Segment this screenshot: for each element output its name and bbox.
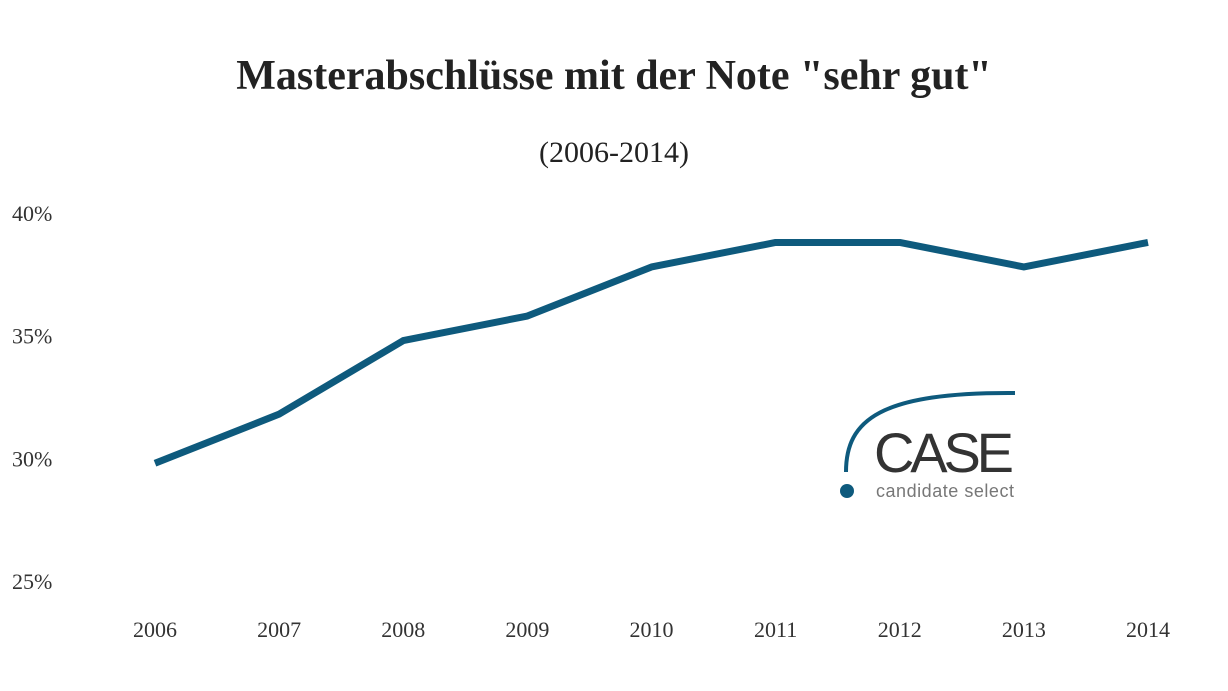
x-axis: 2006 2007 2008 2009 2010 2011 2012 2013 2014 xyxy=(133,617,1170,642)
chart-title: Masterabschlüsse mit der Note "sehr gut" xyxy=(236,53,992,99)
logo-name: CASE xyxy=(874,421,1014,484)
x-tick-label: 2006 xyxy=(133,617,177,642)
x-tick-label: 2009 xyxy=(505,617,549,642)
y-tick-label: 25% xyxy=(12,569,52,594)
logo-dot xyxy=(840,484,854,498)
x-tick-label: 2008 xyxy=(381,617,425,642)
x-tick-label: 2012 xyxy=(878,617,922,642)
logo-arc xyxy=(844,390,1016,473)
y-axis: 25% 30% 35% 40% xyxy=(12,201,52,594)
x-tick-label: 2010 xyxy=(630,617,674,642)
case-logo: CASE candidate select xyxy=(840,390,1016,501)
chart-subtitle: (2006-2014) xyxy=(539,136,689,169)
x-tick-label: 2014 xyxy=(1126,617,1170,642)
y-tick-label: 35% xyxy=(12,324,52,349)
x-tick-label: 2007 xyxy=(257,617,301,642)
y-tick-label: 40% xyxy=(12,201,52,226)
logo-tagline: candidate select xyxy=(876,481,1014,501)
x-tick-label: 2011 xyxy=(754,617,797,642)
y-tick-label: 30% xyxy=(12,446,52,471)
x-tick-label: 2013 xyxy=(1002,617,1046,642)
series xyxy=(153,238,1149,467)
